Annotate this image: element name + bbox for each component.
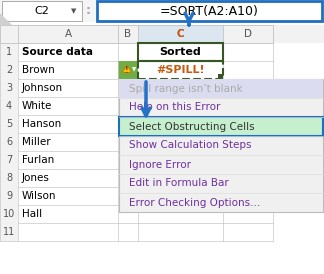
Text: Brown: Brown <box>22 65 55 75</box>
Text: 8: 8 <box>6 173 12 183</box>
Text: Select Obstructing Cells: Select Obstructing Cells <box>129 121 255 132</box>
Text: :: : <box>86 4 90 18</box>
Bar <box>119 79 323 98</box>
Text: Hanson: Hanson <box>22 119 61 129</box>
Bar <box>0 133 324 151</box>
Bar <box>0 151 324 169</box>
Text: 1: 1 <box>6 47 12 57</box>
Polygon shape <box>0 13 12 25</box>
Bar <box>138 25 223 43</box>
Bar <box>218 74 223 79</box>
Bar <box>0 115 324 133</box>
Polygon shape <box>122 65 132 73</box>
Bar <box>0 205 324 223</box>
Bar <box>138 61 223 79</box>
Text: 6: 6 <box>6 137 12 147</box>
Bar <box>0 61 18 79</box>
Text: Wilson: Wilson <box>22 191 56 201</box>
Text: B: B <box>124 29 132 39</box>
Text: D: D <box>244 29 252 39</box>
Text: Jones: Jones <box>22 173 50 183</box>
Bar <box>118 61 138 79</box>
Bar <box>0 133 18 151</box>
Text: Ignore Error: Ignore Error <box>129 159 191 170</box>
Bar <box>0 115 18 133</box>
Text: 4: 4 <box>6 101 12 111</box>
Bar <box>0 97 324 115</box>
Text: Source data: Source data <box>22 47 93 57</box>
Bar <box>0 97 18 115</box>
Bar <box>0 205 18 223</box>
Text: Help on this Error: Help on this Error <box>129 102 220 113</box>
Text: ▼: ▼ <box>71 8 77 14</box>
Bar <box>0 169 18 187</box>
Text: White: White <box>22 101 52 111</box>
Bar <box>97 1 322 21</box>
Text: A: A <box>64 29 72 39</box>
Bar <box>138 43 223 61</box>
Text: 7: 7 <box>6 155 12 165</box>
Text: Miller: Miller <box>22 137 51 147</box>
Text: C: C <box>177 29 184 39</box>
Bar <box>2 1 82 21</box>
Text: #SPILL!: #SPILL! <box>156 65 205 75</box>
Bar <box>0 43 324 61</box>
Text: ▼: ▼ <box>132 67 136 73</box>
Bar <box>0 169 324 187</box>
Text: 5: 5 <box>6 119 12 129</box>
Text: C2: C2 <box>35 6 50 16</box>
Bar <box>0 223 324 241</box>
Text: !: ! <box>125 66 129 75</box>
Text: 10: 10 <box>3 209 15 219</box>
Text: Spill range isn’t blank: Spill range isn’t blank <box>129 84 243 93</box>
Text: C: C <box>177 29 184 39</box>
Bar <box>0 223 18 241</box>
Bar <box>119 117 323 136</box>
Text: Error Checking Options...: Error Checking Options... <box>129 198 260 207</box>
Bar <box>119 79 323 212</box>
Bar <box>0 43 18 61</box>
Text: Edit in Formula Bar: Edit in Formula Bar <box>129 178 229 189</box>
Text: Johnson: Johnson <box>22 83 63 93</box>
Bar <box>0 79 324 97</box>
Bar <box>0 61 324 79</box>
Text: Show Calculation Steps: Show Calculation Steps <box>129 141 251 150</box>
Bar <box>0 151 18 169</box>
Text: Furlan: Furlan <box>22 155 54 165</box>
Text: =SORT(A2:A10): =SORT(A2:A10) <box>160 4 259 18</box>
Bar <box>0 0 324 22</box>
Text: 11: 11 <box>3 227 15 237</box>
Text: Sorted: Sorted <box>160 47 202 57</box>
Text: 3: 3 <box>6 83 12 93</box>
Bar <box>0 187 18 205</box>
Text: 2: 2 <box>6 65 12 75</box>
Bar <box>0 187 324 205</box>
Text: 9: 9 <box>6 191 12 201</box>
Bar <box>0 79 18 97</box>
Bar <box>0 25 324 43</box>
Text: Hall: Hall <box>22 209 42 219</box>
